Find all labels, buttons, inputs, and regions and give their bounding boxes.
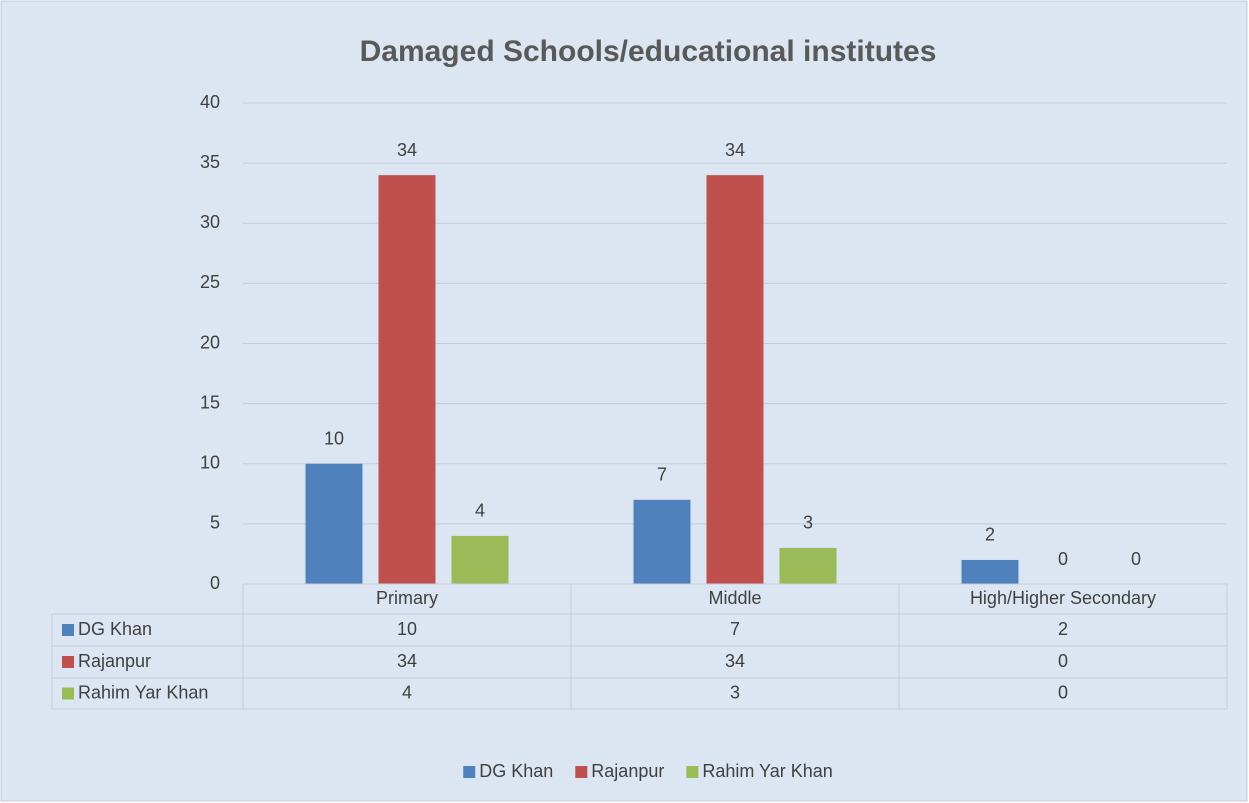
- table-row-label: Rahim Yar Khan: [78, 682, 208, 702]
- bar: [305, 463, 363, 584]
- y-tick-label: 10: [200, 453, 220, 473]
- legend-key: [686, 766, 699, 778]
- data-label: 3: [803, 513, 813, 533]
- data-label: 34: [397, 140, 417, 160]
- table-cell: 7: [730, 619, 740, 639]
- table-cell: 0: [1058, 651, 1068, 671]
- y-tick-label: 30: [200, 212, 220, 232]
- y-tick-label: 15: [200, 392, 220, 412]
- table-cell: 2: [1058, 619, 1068, 639]
- bar: [451, 535, 509, 584]
- bar: [633, 499, 691, 584]
- x-tick-label: High/Higher Secondary: [970, 588, 1156, 608]
- bar: [961, 559, 1019, 584]
- legend-key: [575, 766, 588, 778]
- table-legend-key: [62, 624, 74, 636]
- legend-label: Rajanpur: [591, 761, 664, 781]
- table-cell: 34: [397, 651, 417, 671]
- legend-key: [463, 766, 476, 778]
- legend-label: Rahim Yar Khan: [702, 761, 832, 781]
- table-cell: 34: [725, 651, 745, 671]
- y-tick-label: 40: [200, 92, 220, 112]
- y-tick-label: 0: [210, 573, 220, 593]
- table-row-label: DG Khan: [78, 619, 152, 639]
- data-label: 0: [1131, 549, 1141, 569]
- table-legend-key: [62, 656, 74, 668]
- data-label: 34: [725, 140, 745, 160]
- table-row-label: Rajanpur: [78, 651, 151, 671]
- table-cell: 4: [402, 682, 412, 702]
- chart-title: Damaged Schools/educational institutes: [360, 35, 937, 68]
- x-tick-label: Middle: [708, 588, 761, 608]
- y-tick-label: 35: [200, 152, 220, 172]
- table-cell: 3: [730, 682, 740, 702]
- data-label: 10: [324, 429, 344, 449]
- table-cell: 0: [1058, 682, 1068, 702]
- table-legend-key: [62, 687, 74, 700]
- x-tick-label: Primary: [376, 588, 438, 608]
- data-label: 0: [1058, 549, 1068, 569]
- legend-label: DG Khan: [479, 761, 553, 781]
- y-tick-label: 5: [210, 513, 220, 533]
- bar: [378, 175, 436, 584]
- y-tick-label: 25: [200, 272, 220, 292]
- bar: [779, 547, 837, 584]
- table-cell: 10: [397, 619, 417, 639]
- y-tick-label: 20: [200, 332, 220, 352]
- data-label: 7: [657, 465, 667, 485]
- data-label: 2: [985, 525, 995, 545]
- data-label: 4: [475, 501, 485, 521]
- bar: [706, 175, 764, 584]
